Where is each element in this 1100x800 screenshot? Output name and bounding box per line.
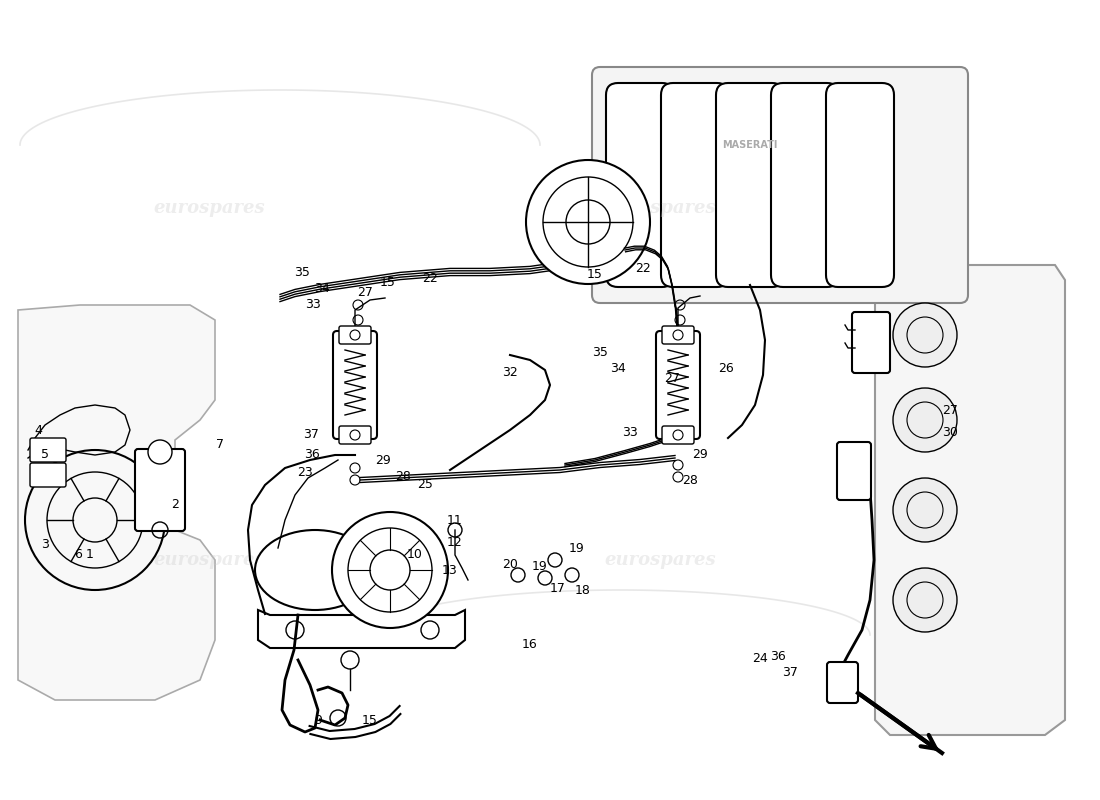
Polygon shape [258,610,465,648]
FancyBboxPatch shape [30,438,66,462]
Text: 2: 2 [172,498,179,511]
Text: 29: 29 [692,447,708,461]
Text: 9: 9 [315,714,322,726]
Text: 32: 32 [502,366,518,379]
FancyBboxPatch shape [827,662,858,703]
Circle shape [332,512,448,628]
Text: 19: 19 [569,542,585,554]
Text: eurospares: eurospares [153,551,265,569]
Text: 25: 25 [417,478,433,491]
Text: 15: 15 [587,269,603,282]
Text: 7: 7 [216,438,224,451]
Text: 5: 5 [41,449,50,462]
Text: 19: 19 [532,559,548,573]
Text: 29: 29 [375,454,390,466]
Ellipse shape [255,530,375,610]
Text: 34: 34 [315,282,330,294]
Text: 28: 28 [395,470,411,483]
Text: eurospares: eurospares [604,551,716,569]
Text: 27: 27 [664,371,680,385]
Text: 16: 16 [522,638,538,651]
Text: 26: 26 [718,362,734,374]
FancyBboxPatch shape [837,442,871,500]
FancyBboxPatch shape [606,83,674,287]
FancyBboxPatch shape [339,426,371,444]
Polygon shape [18,305,214,700]
Polygon shape [874,265,1065,735]
Text: 30: 30 [942,426,958,438]
Text: 13: 13 [442,563,458,577]
FancyBboxPatch shape [30,463,66,487]
FancyBboxPatch shape [333,331,377,439]
Text: 36: 36 [770,650,785,663]
Text: 4: 4 [34,423,42,437]
FancyBboxPatch shape [716,83,784,287]
Text: 22: 22 [635,262,651,274]
Circle shape [893,303,957,367]
Text: 34: 34 [610,362,626,374]
FancyBboxPatch shape [656,331,700,439]
Text: 20: 20 [502,558,518,570]
FancyBboxPatch shape [852,312,890,373]
Text: 6: 6 [74,549,81,562]
Circle shape [148,440,172,464]
Circle shape [893,388,957,452]
Text: 33: 33 [305,298,321,311]
FancyBboxPatch shape [771,83,839,287]
Text: 10: 10 [407,549,422,562]
FancyBboxPatch shape [592,67,968,303]
FancyBboxPatch shape [662,426,694,444]
Text: 1: 1 [86,549,94,562]
Text: 15: 15 [381,277,396,290]
Text: 36: 36 [304,447,320,461]
Text: 22: 22 [422,271,438,285]
Text: 27: 27 [942,403,958,417]
Text: 28: 28 [682,474,697,486]
Text: 3: 3 [41,538,48,551]
FancyBboxPatch shape [662,326,694,344]
Circle shape [893,568,957,632]
Text: MASERATI: MASERATI [723,140,778,150]
Text: 24: 24 [752,651,768,665]
Text: 33: 33 [623,426,638,438]
Text: 37: 37 [782,666,797,678]
Text: 12: 12 [447,537,463,550]
Circle shape [893,478,957,542]
Text: 18: 18 [575,583,591,597]
Text: 35: 35 [294,266,310,278]
Text: 35: 35 [592,346,608,359]
Circle shape [526,160,650,284]
Text: eurospares: eurospares [153,199,265,217]
Text: 15: 15 [362,714,378,726]
Text: 17: 17 [550,582,565,594]
Text: 37: 37 [304,429,319,442]
FancyBboxPatch shape [661,83,729,287]
FancyBboxPatch shape [339,326,371,344]
Text: 11: 11 [447,514,463,526]
Text: 27: 27 [358,286,373,299]
FancyBboxPatch shape [135,449,185,531]
Text: eurospares: eurospares [604,199,716,217]
Text: 23: 23 [297,466,312,478]
FancyBboxPatch shape [826,83,894,287]
